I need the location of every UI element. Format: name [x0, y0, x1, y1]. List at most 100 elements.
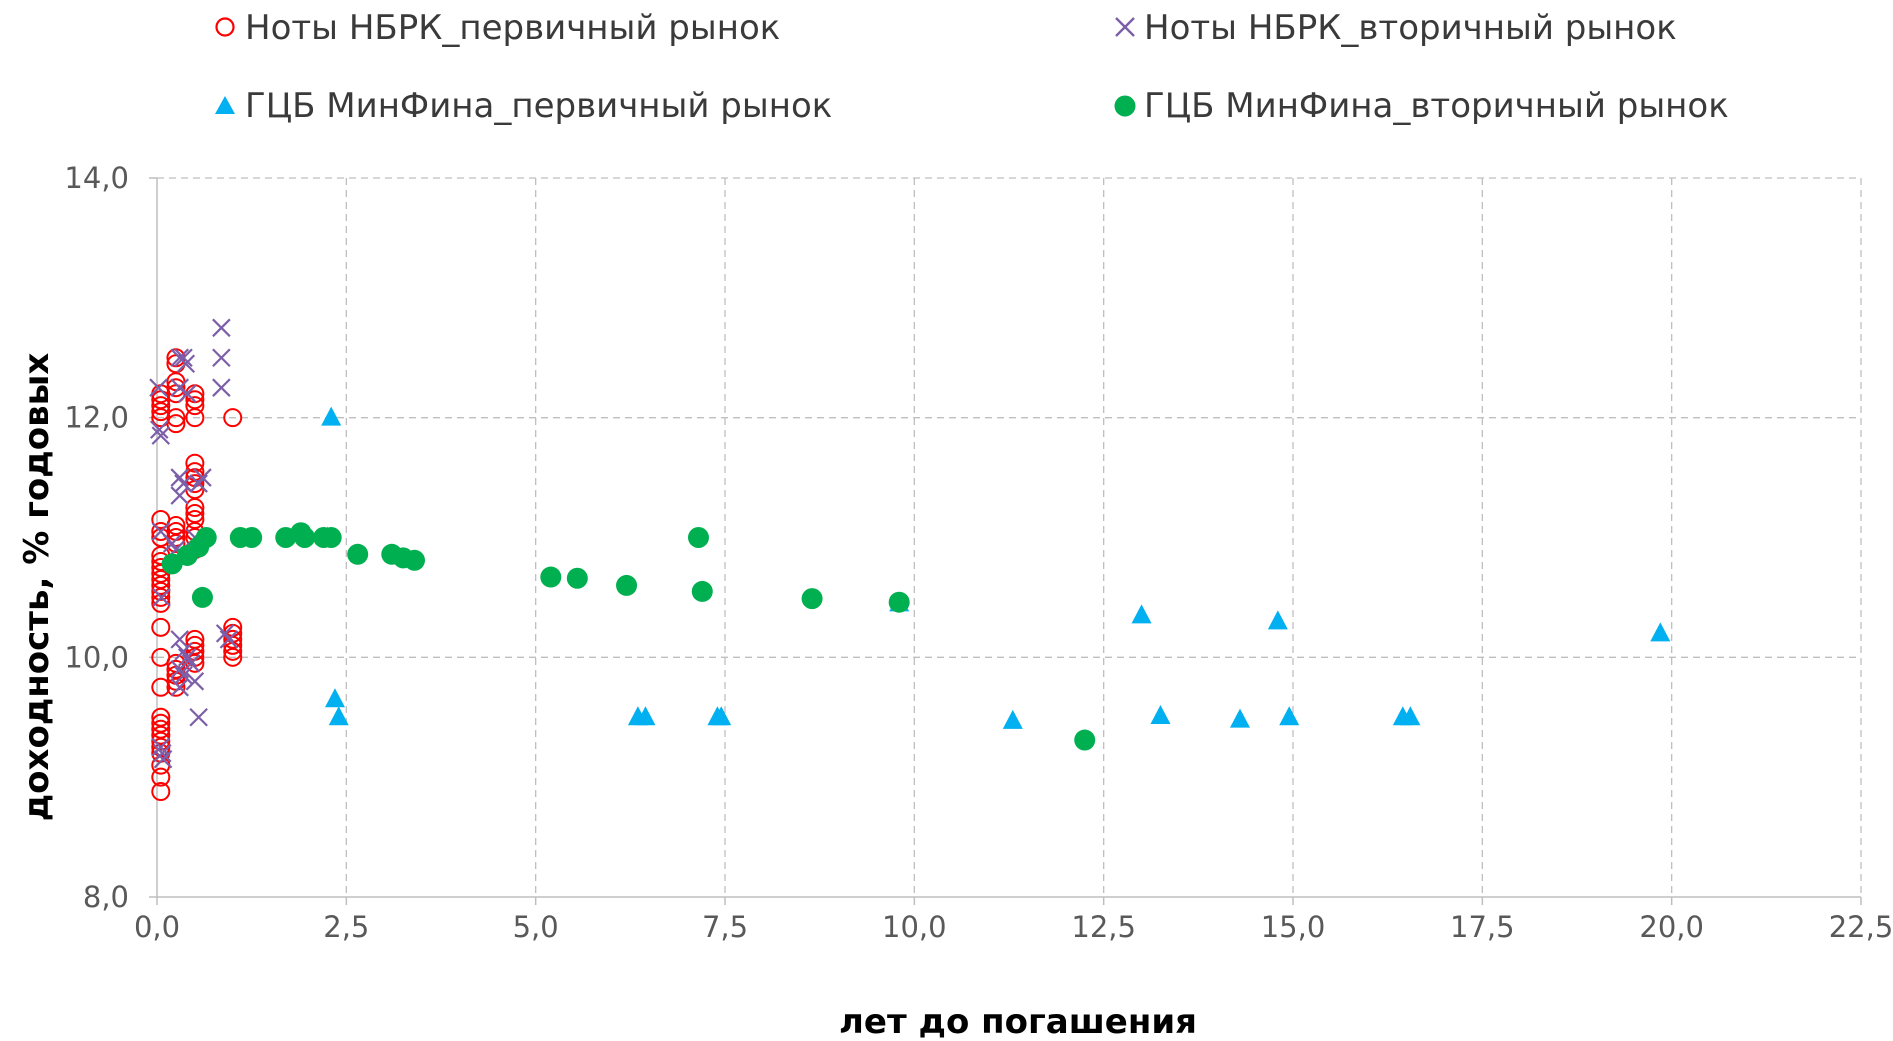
- data-point: [1002, 709, 1023, 729]
- data-point: [241, 527, 263, 548]
- data-point: [1150, 705, 1171, 725]
- data-point: [212, 348, 231, 368]
- data-point: [152, 588, 171, 607]
- data-point-stroke: [174, 474, 193, 493]
- data-point: [174, 474, 193, 493]
- data-point: [185, 672, 205, 691]
- legend-marker-minfin-secondary: [1114, 95, 1136, 117]
- data-point: [166, 533, 186, 553]
- data-point: [170, 378, 189, 397]
- data-point-stroke: [153, 749, 173, 769]
- y-tick-label: 12,0: [64, 401, 129, 435]
- data-point: [328, 706, 349, 726]
- data-point-stroke: [170, 630, 189, 649]
- data-point: [170, 486, 189, 505]
- data-point: [189, 707, 208, 727]
- x-tick-label: 5,0: [513, 910, 559, 944]
- x-axis-title: лет до погашения: [839, 1002, 1197, 1041]
- x-tick-label: 20,0: [1639, 910, 1704, 944]
- data-point: [888, 591, 910, 613]
- data-point: [176, 354, 196, 374]
- data-point: [223, 408, 243, 428]
- data-point-stroke: [212, 378, 231, 397]
- data-point: [153, 743, 172, 763]
- legend: Ноты НБРК_первичный рынок Ноты НБРК_втор…: [215, 8, 1729, 126]
- data-point: [219, 630, 239, 649]
- legend-marker-nbrk-primary: [215, 17, 235, 37]
- data-point: [151, 617, 171, 637]
- data-point: [185, 453, 205, 473]
- data-point: [185, 498, 205, 518]
- x-tick-label: 12,5: [1071, 910, 1136, 944]
- x-tick-label: 10,0: [882, 910, 947, 944]
- data-point: [321, 406, 342, 426]
- data-point-stroke: [151, 426, 171, 445]
- data-point-stroke: [212, 348, 231, 368]
- data-point: [170, 678, 189, 697]
- data-point: [1267, 610, 1288, 630]
- data-point-stroke: [170, 660, 189, 679]
- data-point: [185, 408, 205, 428]
- data-point: [1074, 729, 1096, 751]
- y-tick-label: 10,0: [64, 640, 129, 674]
- data-point-stroke: [189, 707, 208, 727]
- data-point: [711, 706, 732, 726]
- gridlines: [157, 177, 1862, 897]
- data-point: [801, 588, 823, 610]
- data-point-stroke: [151, 522, 171, 541]
- legend-label-nbrk-secondary: Ноты НБРК_вторичный рынок: [1144, 8, 1677, 48]
- x-tick-label: 0,0: [134, 910, 180, 944]
- data-point-stroke: [162, 534, 182, 553]
- data-point-stroke: [174, 348, 193, 368]
- data-point-stroke: [178, 384, 197, 403]
- data-point: [320, 527, 342, 548]
- data-point: [151, 731, 171, 751]
- data-point: [170, 630, 189, 649]
- y-axis-title: доходность, % годовых: [17, 353, 57, 822]
- data-point: [324, 688, 345, 708]
- series-1: [151, 348, 243, 802]
- data-point-stroke: [181, 654, 201, 673]
- legend-item-minfin-secondary: ГЦБ МинФина_вторичный рынок: [1114, 86, 1729, 126]
- legend-label-nbrk-primary: Ноты НБРК_первичный рынок: [245, 8, 780, 48]
- data-point-stroke: [149, 420, 169, 439]
- data-point: [1131, 604, 1152, 624]
- data-point-stroke: [174, 642, 193, 661]
- data-point: [347, 543, 369, 565]
- legend-item-nbrk-secondary: Ноты НБРК_вторичный рынок: [1115, 8, 1677, 48]
- series-4: [161, 522, 1096, 751]
- data-point-stroke: [219, 630, 239, 649]
- series-2: [149, 318, 239, 769]
- data-point: [223, 647, 243, 667]
- data-point: [166, 677, 186, 697]
- data-point: [181, 654, 201, 673]
- legend-item-nbrk-primary: Ноты НБРК_первичный рынок: [215, 8, 780, 48]
- x-tick-label: 2,5: [323, 910, 369, 944]
- data-point-stroke: [153, 743, 172, 763]
- data-point-stroke: [152, 588, 171, 607]
- legend-label-minfin-secondary: ГЦБ МинФина_вторичный рынок: [1144, 86, 1729, 126]
- data-point: [691, 580, 713, 602]
- data-point: [174, 666, 193, 685]
- data-point-stroke: [178, 648, 197, 667]
- data-point: [149, 378, 168, 397]
- data-point: [151, 581, 171, 601]
- data-point: [151, 782, 171, 802]
- legend-item-minfin-primary: ГЦБ МинФина_первичный рынок: [215, 86, 832, 126]
- x-tick-label: 7,5: [702, 910, 748, 944]
- data-point: [1279, 706, 1300, 726]
- data-point: [1400, 706, 1421, 726]
- data-point-stroke: [189, 474, 208, 493]
- x-tick-label: 17,5: [1450, 910, 1515, 944]
- data-point: [151, 587, 171, 607]
- data-point: [687, 527, 709, 548]
- y-tick-label: 8,0: [83, 880, 129, 914]
- legend-label-minfin-primary: ГЦБ МинФина_первичный рынок: [245, 86, 832, 126]
- data-point: [174, 348, 193, 368]
- data-point: [212, 378, 231, 397]
- data-point: [166, 378, 186, 398]
- data-point-stroke: [170, 378, 189, 397]
- data-point-stroke: [170, 486, 189, 505]
- data-point: [151, 426, 171, 445]
